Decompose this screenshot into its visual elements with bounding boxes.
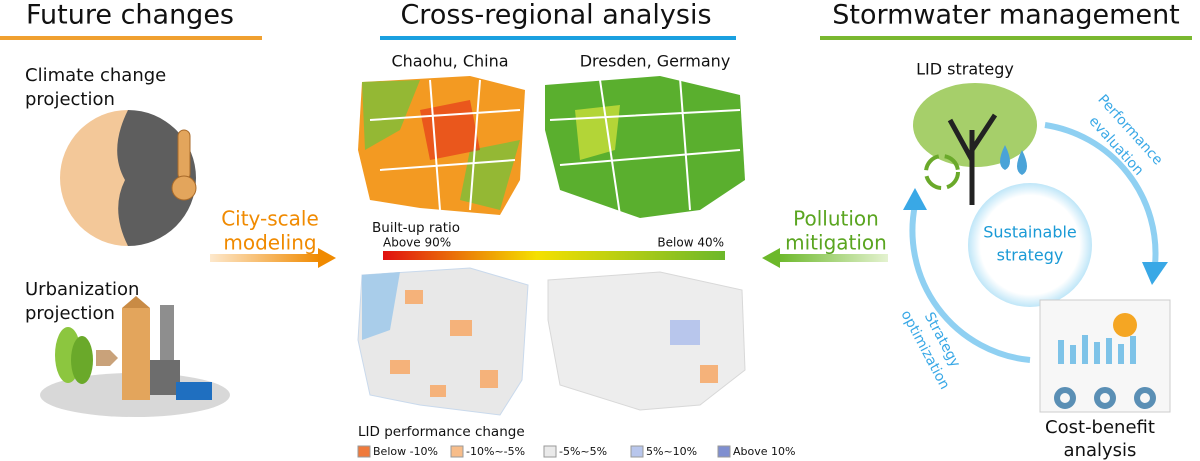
coin	[1113, 313, 1137, 337]
building	[122, 308, 150, 400]
arrow	[210, 254, 320, 262]
legend-swatch	[717, 445, 731, 458]
report-donuts	[1054, 387, 1156, 409]
scale-title: Built-up ratio	[372, 220, 460, 236]
header: Stormwater management	[832, 0, 1180, 31]
label: Cost-benefit	[1045, 417, 1155, 438]
legend-label: -10%~-5%	[466, 445, 525, 458]
label: strategy	[997, 246, 1064, 265]
arrow-label: mitigation	[785, 231, 887, 255]
thermometer-bulb	[171, 175, 197, 201]
arrow-icon	[96, 350, 118, 366]
tree-trunk	[947, 113, 998, 205]
arrow-head	[903, 188, 927, 210]
header-rule	[820, 36, 1192, 40]
legend-swatch	[543, 445, 557, 458]
recycle-icon	[924, 154, 960, 190]
map-dresden	[545, 76, 745, 218]
legend-label: Above 10%	[733, 445, 795, 458]
header: Future changes	[26, 0, 234, 31]
label: LID strategy	[916, 60, 1014, 79]
arrow-head	[318, 248, 336, 268]
arrow-label: modeling	[223, 231, 316, 255]
lid-patch	[670, 320, 700, 345]
label: analysis	[1064, 440, 1137, 461]
legend-label: 5%~10%	[646, 445, 697, 458]
droplets	[1000, 145, 1027, 175]
thermometer	[177, 129, 191, 181]
water	[362, 272, 400, 340]
cycle-arrow	[909, 204, 1031, 363]
tree	[71, 336, 93, 384]
scale-label: Above 90%	[383, 236, 451, 250]
lid-patches	[390, 290, 498, 397]
legend-swatch	[450, 445, 464, 458]
lid-patch	[700, 365, 718, 383]
label: projection	[25, 89, 115, 110]
arrow-head	[762, 248, 780, 268]
factory	[150, 360, 180, 395]
cycle-arrow	[1044, 122, 1159, 266]
report-bars	[1058, 335, 1136, 364]
label: Urbanization	[25, 279, 139, 300]
legend-title: LID performance change	[358, 424, 525, 440]
scale-label: Below 40%	[657, 236, 724, 250]
legend-swatch	[630, 445, 644, 458]
map-patch	[420, 100, 480, 160]
arrow	[778, 254, 888, 262]
city-label: Dresden, Germany	[580, 52, 731, 71]
arrow-label: City-scale	[221, 207, 319, 231]
tree-crown	[913, 83, 1037, 167]
legend-label: Below -10%	[373, 445, 438, 458]
legend-label: -5%~5%	[559, 445, 607, 458]
legend: Below -10% -10%~-5% -5%~5% 5%~10% Above 10%	[357, 445, 795, 458]
sustainable-ring	[968, 183, 1092, 307]
header-rule	[0, 36, 262, 40]
city-label: Chaohu, China	[391, 52, 508, 71]
arrow-head	[1142, 262, 1168, 285]
label: Sustainable	[983, 223, 1077, 242]
roof	[122, 296, 150, 308]
arrow-label: Pollution	[793, 207, 879, 231]
header: Cross-regional analysis	[400, 0, 711, 31]
moon-light	[60, 110, 128, 246]
label: projection	[25, 303, 115, 324]
map-patch	[362, 80, 520, 210]
map-dresden-lid	[547, 271, 746, 411]
truck	[176, 382, 212, 400]
header-rule	[380, 36, 736, 40]
scale-bar	[383, 251, 725, 260]
label: Climate change	[25, 65, 166, 86]
legend-swatch	[357, 445, 371, 458]
moon-dark	[117, 110, 196, 246]
